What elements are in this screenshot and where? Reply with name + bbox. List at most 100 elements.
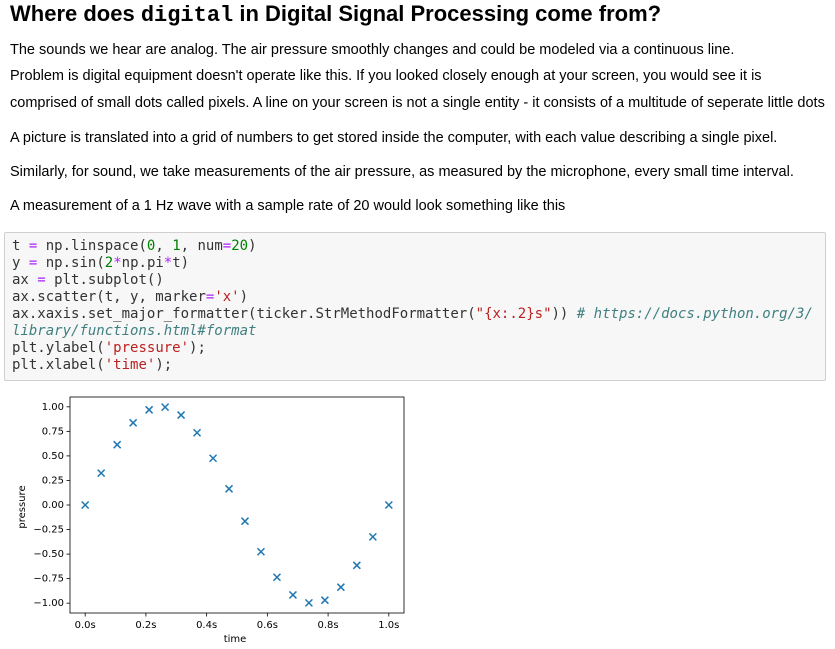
code-token: plt <box>45 272 80 288</box>
marker <box>320 596 329 605</box>
x-tick-label: 0.4s <box>196 620 217 631</box>
code-token: StrMethodFormatter( <box>315 306 476 322</box>
code-token: * <box>163 255 173 271</box>
code-token: . <box>79 272 88 288</box>
code-token: plt <box>12 340 38 356</box>
marker <box>81 500 90 510</box>
code-token: . <box>37 357 46 373</box>
marker <box>272 573 281 582</box>
paragraph: A picture is translated into a grid of n… <box>10 130 778 146</box>
y-tick-label: −1.00 <box>33 598 64 609</box>
code-token: ); <box>189 340 206 356</box>
code-token: * <box>113 255 122 271</box>
code-token: ylabel( <box>45 340 105 356</box>
code-line: plt.ylabel('pressure'); <box>12 340 818 357</box>
paragraph: Problem is digital equipment doesn't ope… <box>10 68 825 111</box>
marker <box>224 484 234 493</box>
paragraph: The sounds we hear are analog. The air p… <box>10 42 735 58</box>
code-token: subplot() <box>87 272 164 288</box>
code-token: ax <box>12 272 29 288</box>
code-token: np <box>121 255 139 271</box>
x-tick-label: 0.2s <box>135 620 156 631</box>
code-token: )) <box>551 306 577 322</box>
code-token: . <box>307 306 316 322</box>
code-token: linspace( <box>71 238 147 254</box>
y-tick-label: −0.50 <box>33 549 64 560</box>
code-line: ax.xaxis.set_major_formatter(ticker.StrM… <box>12 306 818 340</box>
marker <box>177 411 186 420</box>
marker <box>288 590 297 599</box>
code-token: ) <box>248 238 257 254</box>
code-token: = <box>28 255 38 271</box>
marker <box>240 517 250 526</box>
code-line: plt.xlabel('time'); <box>12 357 818 374</box>
code-token: 'time' <box>104 357 156 373</box>
code-token: . <box>62 238 72 254</box>
code-token: t <box>12 238 21 254</box>
marker <box>97 469 106 478</box>
heading: Where does digital in Digital Signal Pro… <box>10 0 661 30</box>
code-token: np <box>37 255 63 271</box>
code-token: plt <box>12 357 38 373</box>
code-token: 1 <box>172 238 181 254</box>
code-token: ); <box>155 357 173 373</box>
code-token: . <box>79 306 88 322</box>
marker <box>193 428 202 437</box>
code-line: t = np.linspace(0, 1, num=20) <box>12 238 818 255</box>
chart: time pressure 1.00 0.75 0.50 0.25 0.00 −0.25 −… <box>17 396 405 645</box>
paragraph: Similarly, for sound, we take measuremen… <box>10 164 794 180</box>
code-token: . <box>62 255 72 271</box>
code-token: , num <box>180 238 223 254</box>
paragraph: A measurement of a 1 Hz wave with a samp… <box>10 198 566 214</box>
marker <box>368 532 377 541</box>
y-tick-label: 0.75 <box>42 426 64 437</box>
code-cell[interactable]: t = np.linspace(0, 1, num=20) y = np.sin(… <box>4 232 826 381</box>
code-token: 'pressure' <box>104 340 190 356</box>
code-token: xlabel( <box>45 357 105 373</box>
marker <box>256 547 265 556</box>
code-line: y = np.sin(2*np.pi*t) <box>12 255 818 272</box>
marker <box>304 598 313 607</box>
code-token: , <box>155 238 173 254</box>
y-tick-label: 0.50 <box>42 451 64 462</box>
marker <box>145 405 154 414</box>
marker <box>113 440 122 449</box>
code-token: scatter(t, y, marker <box>37 289 206 305</box>
y-axis-label: pressure <box>17 485 28 528</box>
code-token: . <box>138 255 147 271</box>
code-token <box>20 255 28 271</box>
code-token: 2 <box>104 255 114 271</box>
code-token: = <box>28 238 38 254</box>
code-token: # https://docs.python.org/3/library/func… <box>12 306 813 339</box>
y-tick-label: 1.00 <box>42 402 64 413</box>
code-token: pi <box>146 255 164 271</box>
x-tick-label: 0.8s <box>318 620 339 631</box>
x-axis-label: time <box>224 634 247 645</box>
marker <box>161 403 170 412</box>
y-tick-label: −0.75 <box>33 574 64 585</box>
y-tick-label: −0.25 <box>33 525 64 536</box>
marker <box>129 418 138 427</box>
code-token: . <box>37 340 46 356</box>
y-tick-label: 0.00 <box>42 500 64 511</box>
code-token: y <box>12 255 21 271</box>
x-tick-label: 0.0s <box>75 620 96 631</box>
marker <box>384 500 393 510</box>
code-token: set_major_formatter(ticker <box>87 306 308 322</box>
marker <box>209 454 218 463</box>
code-token: = <box>205 289 215 305</box>
code-token: 20 <box>231 238 249 254</box>
code-token: 0 <box>146 238 156 254</box>
x-tick-label: 1.0s <box>378 620 399 631</box>
code-token: "{x:.2}s" <box>475 306 552 322</box>
code-token: xaxis <box>37 306 80 322</box>
code-token: . <box>28 289 38 305</box>
y-tick-label: 0.25 <box>42 475 64 486</box>
code-token: . <box>28 306 38 322</box>
code-token: ax <box>12 306 29 322</box>
code-line: ax = plt.subplot() <box>12 272 818 289</box>
heading-code: digital <box>140 3 234 28</box>
code-token: 'x' <box>214 289 240 305</box>
code-token <box>20 238 28 254</box>
